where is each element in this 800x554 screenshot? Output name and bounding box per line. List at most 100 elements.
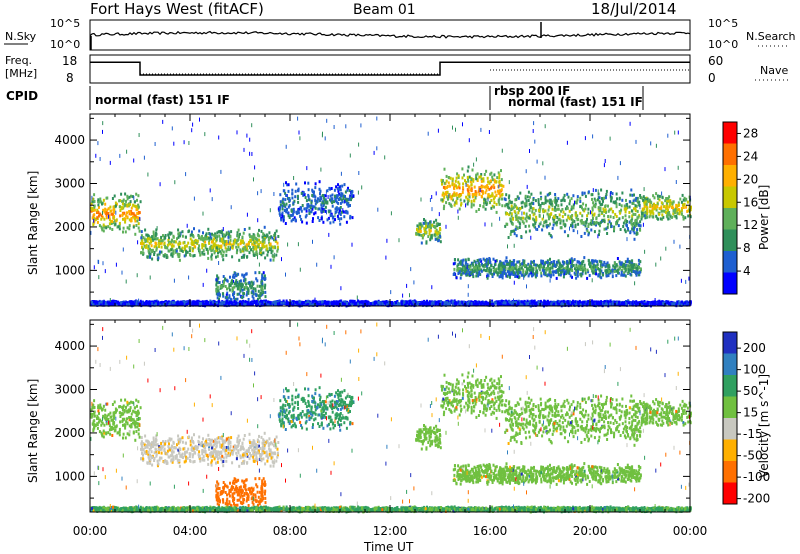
- power-cell: [621, 216, 624, 220]
- power-cell: [441, 193, 444, 197]
- power-cell: [108, 222, 111, 226]
- power-cell: [133, 213, 136, 217]
- power-cell: [308, 208, 311, 212]
- power-cell: [178, 231, 181, 235]
- power-cell: [241, 240, 244, 244]
- power-cell: [456, 268, 459, 272]
- power-cell: [130, 206, 133, 210]
- power-cell: [122, 217, 124, 221]
- power-cell: [607, 215, 610, 218]
- power-cell: [677, 204, 680, 207]
- power-cell: [530, 192, 533, 196]
- power-cell: [114, 204, 117, 208]
- power-cell: [531, 274, 533, 278]
- power-cell: [101, 215, 104, 219]
- power-cell: [480, 269, 483, 273]
- power-cell: [90, 302, 93, 306]
- power-cell: [262, 276, 265, 280]
- power-cell: [467, 258, 470, 262]
- power-cell: [420, 233, 423, 237]
- power-cell: [336, 194, 339, 198]
- power-cell: [99, 197, 102, 201]
- power-cell: [575, 263, 578, 267]
- power-cell: [644, 200, 647, 204]
- power-cell: [518, 226, 521, 229]
- power-cell: [499, 273, 502, 277]
- power-cell: [234, 297, 237, 301]
- power-cell: [471, 262, 474, 266]
- power-cell: [339, 206, 342, 209]
- power-cell: [125, 199, 127, 203]
- power-cell: [636, 268, 639, 272]
- power-cell: [613, 229, 615, 233]
- power-cell: [310, 204, 313, 208]
- power-cell: [464, 179, 466, 183]
- power-cell: [314, 186, 317, 190]
- power-cell: [185, 249, 188, 253]
- power-cell: [216, 274, 219, 278]
- power-cell: [594, 221, 597, 225]
- power-cell: [520, 266, 523, 270]
- power-cell: [570, 264, 573, 268]
- power-cell: [452, 262, 455, 266]
- power-cell: [93, 205, 96, 209]
- power-cell: [562, 219, 565, 223]
- power-cell: [508, 262, 511, 266]
- power-cell: [211, 245, 214, 249]
- power-cell: [222, 250, 225, 254]
- power-cell: [266, 253, 269, 257]
- power-cell: [567, 234, 570, 238]
- power-cell: [485, 257, 488, 261]
- power-cell: [128, 210, 131, 213]
- power-cell: [622, 273, 625, 277]
- power-cell: [321, 201, 324, 205]
- power-cell: [475, 209, 478, 213]
- power-cell: [648, 209, 651, 213]
- power-cell: [645, 202, 648, 206]
- power-cell: [523, 211, 525, 215]
- power-cell: [585, 220, 588, 224]
- power-cell: [139, 200, 142, 204]
- power-cell: [346, 201, 349, 205]
- power-cell: [544, 195, 547, 199]
- power-cell: [509, 259, 512, 263]
- power-cell: [690, 205, 692, 209]
- power-cell: [427, 225, 430, 229]
- power-cell: [190, 233, 193, 237]
- power-cell: [540, 265, 543, 269]
- power-cell: [624, 214, 627, 218]
- power-cell: [214, 234, 217, 238]
- power-cell: [665, 197, 668, 201]
- date-title: 18/Jul/2014: [591, 0, 677, 18]
- power-cell: [493, 178, 496, 182]
- power-cell: [147, 235, 150, 239]
- power-cell: [251, 242, 254, 246]
- power-cell: [458, 182, 461, 186]
- power-cell: [518, 221, 521, 225]
- power-cell: [279, 200, 282, 204]
- power-cell: [261, 280, 264, 284]
- power-cell: [492, 266, 495, 269]
- power-cell: [279, 213, 282, 217]
- power-cell: [457, 175, 460, 179]
- power-cell: [91, 216, 94, 220]
- power-cell: [427, 222, 430, 226]
- power-cell: [648, 215, 651, 219]
- power-cell: [217, 244, 220, 248]
- power-cell: [675, 203, 678, 207]
- power-cell: [664, 199, 667, 203]
- power-cell: [639, 228, 642, 232]
- power-cell: [133, 216, 136, 220]
- power-cell: [540, 197, 542, 201]
- power-cell: [213, 251, 216, 255]
- power-cell: [431, 223, 434, 227]
- power-cell: [635, 270, 638, 274]
- power-cell: [562, 269, 565, 272]
- power-cell: [452, 198, 454, 202]
- power-cell: [237, 228, 240, 232]
- power-cell: [256, 238, 259, 242]
- power-cell: [137, 216, 140, 220]
- power-cell: [645, 214, 648, 218]
- freq-tick-low: 8: [66, 71, 74, 85]
- power-cell: [232, 241, 235, 245]
